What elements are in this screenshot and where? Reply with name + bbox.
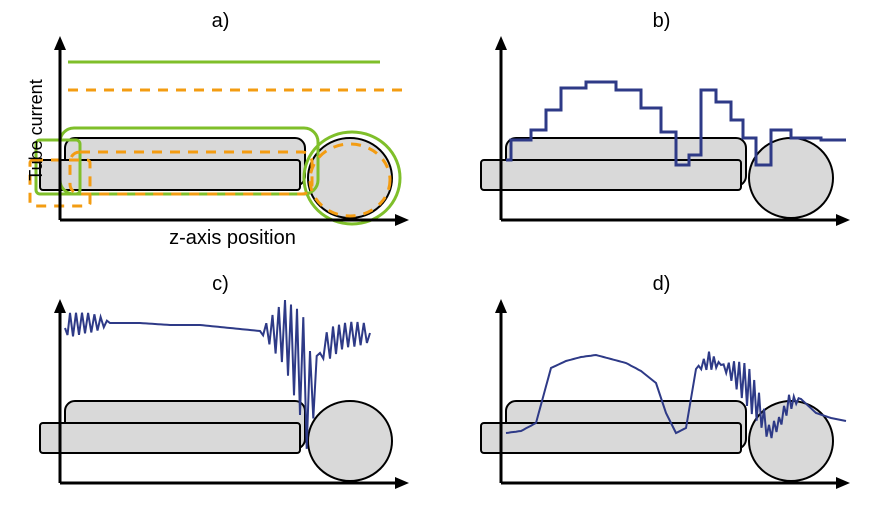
- panel-b-label: b): [653, 10, 671, 33]
- panel-c-svg: [10, 273, 430, 513]
- panel-b-svg: [451, 10, 871, 250]
- figure-grid: a) Tube current z-axis position b) c) d): [10, 10, 872, 516]
- panel-d: d): [451, 273, 872, 516]
- panel-b: b): [451, 10, 872, 253]
- panel-a: a) Tube current z-axis position: [10, 10, 431, 253]
- panel-a-svg: Tube current z-axis position: [10, 10, 430, 250]
- panel-d-svg: [451, 273, 871, 513]
- panel-a-label: a): [212, 10, 230, 33]
- panel-d-label: d): [653, 273, 671, 296]
- svg-text:Tube current: Tube current: [26, 79, 46, 180]
- panel-c-label: c): [212, 273, 229, 296]
- svg-text:z-axis position: z-axis position: [169, 227, 296, 249]
- panel-c: c): [10, 273, 431, 516]
